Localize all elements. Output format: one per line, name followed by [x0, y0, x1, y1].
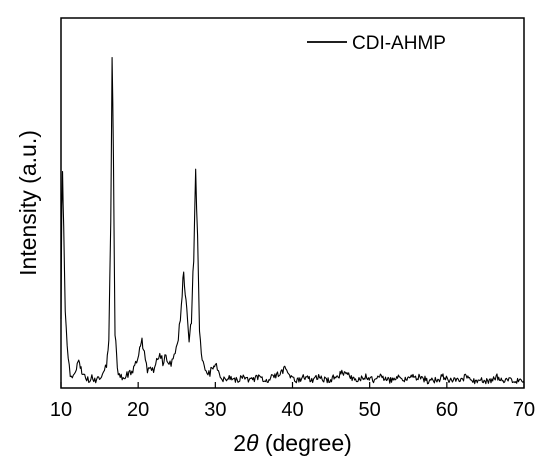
series-line-cdi-ahmp — [60, 56, 525, 385]
x-tick-labels: 10 20 30 40 50 60 70 — [50, 399, 535, 421]
x-ticks — [60, 382, 525, 388]
legend-label-cdi-ahmp: CDI-AHMP — [352, 33, 446, 54]
x-tick-label-60: 60 — [436, 399, 458, 421]
legend: CDI-AHMP — [307, 33, 446, 54]
x-tick-label-30: 30 — [204, 399, 226, 421]
x-axis-title-suffix: (degree) — [258, 430, 351, 456]
y-axis-title: Intensity (a.u.) — [15, 130, 41, 276]
x-axis-title-symbol: θ — [246, 430, 259, 456]
plot-frame — [60, 17, 525, 389]
x-tick-label-50: 50 — [359, 399, 381, 421]
x-tick-label-40: 40 — [281, 399, 303, 421]
x-tick-label-70: 70 — [513, 399, 535, 421]
x-tick-label-10: 10 — [50, 399, 72, 421]
x-tick-label-20: 20 — [127, 399, 149, 421]
x-axis-title-prefix: 2 — [233, 430, 246, 456]
x-axis-title: 2θ (degree) — [233, 430, 352, 456]
